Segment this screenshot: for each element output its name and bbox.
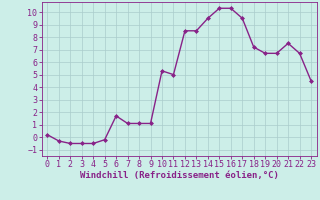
X-axis label: Windchill (Refroidissement éolien,°C): Windchill (Refroidissement éolien,°C) [80,171,279,180]
